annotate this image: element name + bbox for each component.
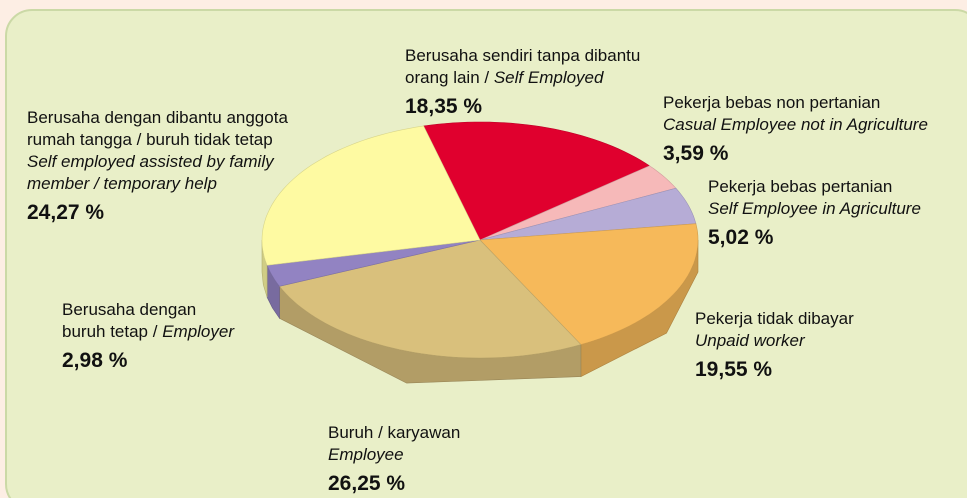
slice-label: Self employed assisted by family [27, 152, 275, 171]
label-part: member / temporary help [27, 174, 217, 193]
label-part: buruh tetap / [62, 322, 162, 341]
slice-label: Pekerja tidak dibayar [695, 309, 854, 328]
slice-label: Self Employee in Agriculture [708, 199, 921, 218]
slice [278, 239, 582, 359]
value-label: 3,59 % [663, 142, 729, 165]
slice-label: Casual Employee not in Agriculture [663, 115, 928, 134]
value-label: 5,02 % [708, 226, 774, 249]
slice [479, 223, 699, 345]
label-part: Buruh / karyawan [328, 423, 460, 442]
label-part: Self Employed [494, 68, 604, 87]
label-part: Berusaha sendiri tanpa dibantu [405, 46, 640, 65]
slice-label: Buruh / karyawan [328, 423, 460, 442]
slice-label: Berusaha dengan dibantu anggota [27, 108, 288, 127]
slice-label: Berusaha sendiri tanpa dibantu [405, 46, 640, 65]
slice [479, 165, 677, 241]
label-part: rumah tangga / buruh tidak tetap [27, 130, 273, 149]
value-label: 18,35 % [405, 95, 482, 118]
slice-label: Pekerja bebas pertanian [708, 177, 892, 196]
label-part: Self employed assisted by family [27, 152, 275, 171]
slice-label: Employee [328, 445, 404, 464]
label-part: Pekerja bebas pertanian [708, 177, 892, 196]
slice [261, 125, 481, 266]
slice-label: buruh tetap / Employer [62, 322, 235, 341]
value-label: 26,25 % [328, 472, 405, 495]
slice-label: Berusaha dengan [62, 300, 196, 319]
label-part: Pekerja bebas non pertanian [663, 93, 880, 112]
slice [423, 121, 651, 241]
label-part: Berusaha dengan dibantu anggota [27, 108, 288, 127]
label-part: Employer [162, 322, 235, 341]
slice-label: Unpaid worker [695, 331, 806, 350]
slice-label: orang lain / Self Employed [405, 68, 604, 87]
label-part: Unpaid worker [695, 331, 806, 350]
label-part: Pekerja tidak dibayar [695, 309, 854, 328]
labels: Berusaha sendiri tanpa dibantu orang lain… [27, 46, 928, 495]
label-part: Berusaha dengan [62, 300, 196, 319]
label-part: Self Employee in Agriculture [708, 199, 921, 218]
value-label: 19,55 % [695, 358, 772, 381]
label-part: Casual Employee not in Agriculture [663, 115, 928, 134]
slice-label: Pekerja bebas non pertanian [663, 93, 880, 112]
label-part: orang lain / [405, 68, 494, 87]
slice [266, 239, 481, 287]
slice [479, 187, 697, 241]
label-part: Employee [328, 445, 404, 464]
slice-label: member / temporary help [27, 174, 217, 193]
slice-label: rumah tangga / buruh tidak tetap [27, 130, 273, 149]
value-label: 2,98 % [62, 349, 128, 372]
value-label: 24,27 % [27, 201, 104, 224]
pie [261, 121, 699, 384]
